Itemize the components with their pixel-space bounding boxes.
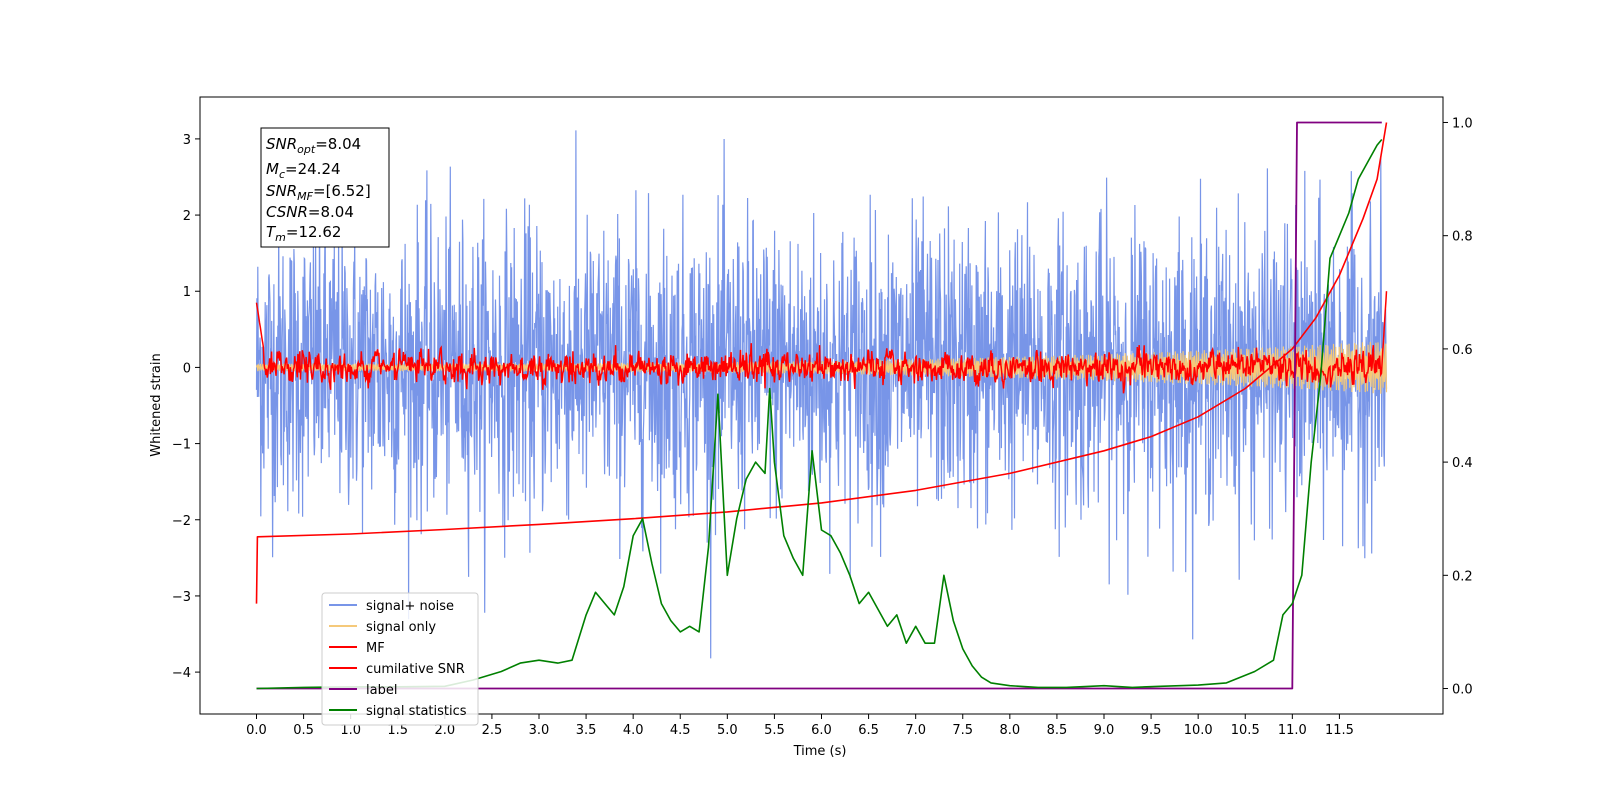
x-tick-label: 1.5	[387, 723, 408, 738]
x-tick-label: 4.0	[623, 723, 644, 738]
x-tick-label: 5.0	[717, 723, 738, 738]
x-tick-label: 11.5	[1325, 723, 1354, 738]
y-tick-label: 3	[183, 133, 191, 148]
y-tick-label: −2	[172, 514, 191, 529]
x-tick-label: 4.5	[670, 723, 691, 738]
legend: signal+ noise signal only MF cumilative …	[321, 592, 479, 726]
y-tick-label: 2	[183, 209, 191, 224]
x-tick-label: 10.0	[1184, 723, 1213, 738]
y-axis-label: Whitened strain	[149, 353, 164, 456]
x-tick-label: 6.0	[811, 723, 832, 738]
series-layer	[255, 121, 1388, 690]
y-tick-label: −3	[172, 590, 191, 605]
x-tick-label: 2.0	[434, 723, 455, 738]
x-tick-label: 9.0	[1094, 723, 1115, 738]
annotation-frame	[260, 127, 390, 248]
x-tick-label: 1.0	[340, 723, 361, 738]
annotation-mc: Mc=24.24	[266, 160, 341, 181]
series-signal-statistics	[256, 138, 1383, 690]
legend-label-signal-statistics: signal statistics	[366, 704, 467, 719]
x-tick-label: 0.0	[246, 723, 267, 738]
x-tick-label: 3.0	[529, 723, 550, 738]
series-cumulative-snr	[255, 122, 1388, 604]
x-tick-label: 2.5	[482, 723, 503, 738]
x-tick-label: 11.0	[1278, 723, 1307, 738]
annotation-csnr: CSNR=8.04	[266, 203, 354, 221]
y-tick-label: 0	[183, 361, 191, 376]
annotation-snr-opt: SNRopt=8.04	[266, 135, 361, 156]
y-tick-label: 1	[183, 285, 191, 300]
x-tick-label: 7.5	[952, 723, 973, 738]
series-mf	[255, 291, 1388, 394]
x-tick-label: 7.0	[905, 723, 926, 738]
x-tick-label: 6.5	[858, 723, 879, 738]
x-axis: 0.0 0.5 1.0 1.5 2.0 2.5 3.0 3.5 4.0 4.5 5.0 5.5 6.0 6…	[246, 714, 1354, 738]
x-tick-label: 3.5	[576, 723, 597, 738]
x-tick-label: 8.5	[1047, 723, 1068, 738]
y2-tick-label: 0.4	[1452, 456, 1473, 471]
y2-tick-label: 0.2	[1452, 569, 1473, 584]
legend-label-mf: MF	[366, 641, 385, 656]
series-signal-noise	[255, 130, 1388, 659]
x-tick-label: 10.5	[1231, 723, 1260, 738]
legend-frame	[321, 592, 479, 726]
series-label	[256, 121, 1382, 690]
legend-label-cumulative-snr: cumilative SNR	[366, 662, 465, 677]
legend-label-label: label	[366, 683, 397, 698]
x-tick-label: 0.5	[293, 723, 314, 738]
legend-label-signal-noise: signal+ noise	[366, 599, 454, 614]
y2-tick-label: 1.0	[1452, 116, 1473, 131]
x-tick-label: 9.5	[1141, 723, 1162, 738]
x-axis-label: Time (s)	[793, 744, 847, 759]
legend-label-signal-only: signal only	[366, 620, 436, 635]
x-tick-label: 8.0	[999, 723, 1020, 738]
y-axis-left: 3 2 1 0 −1 −2 −3 −4	[172, 133, 200, 681]
annotation-snr-mf: SNRMF=[6.52]	[266, 182, 371, 203]
y2-tick-label: 0.8	[1452, 230, 1473, 245]
y-axis-right: 0.0 0.2 0.4 0.6 0.8 1.0	[1443, 116, 1473, 698]
y-tick-label: −4	[172, 666, 191, 681]
annotation-box: SNRopt=8.04 Mc=24.24 SNRMF=[6.52] CSNR=8…	[260, 127, 390, 248]
annotation-tm: Tm=12.62	[266, 223, 341, 244]
x-tick-label: 5.5	[764, 723, 785, 738]
y2-tick-label: 0.6	[1452, 343, 1473, 358]
y2-tick-label: 0.0	[1452, 683, 1473, 698]
y-tick-label: −1	[172, 438, 191, 453]
